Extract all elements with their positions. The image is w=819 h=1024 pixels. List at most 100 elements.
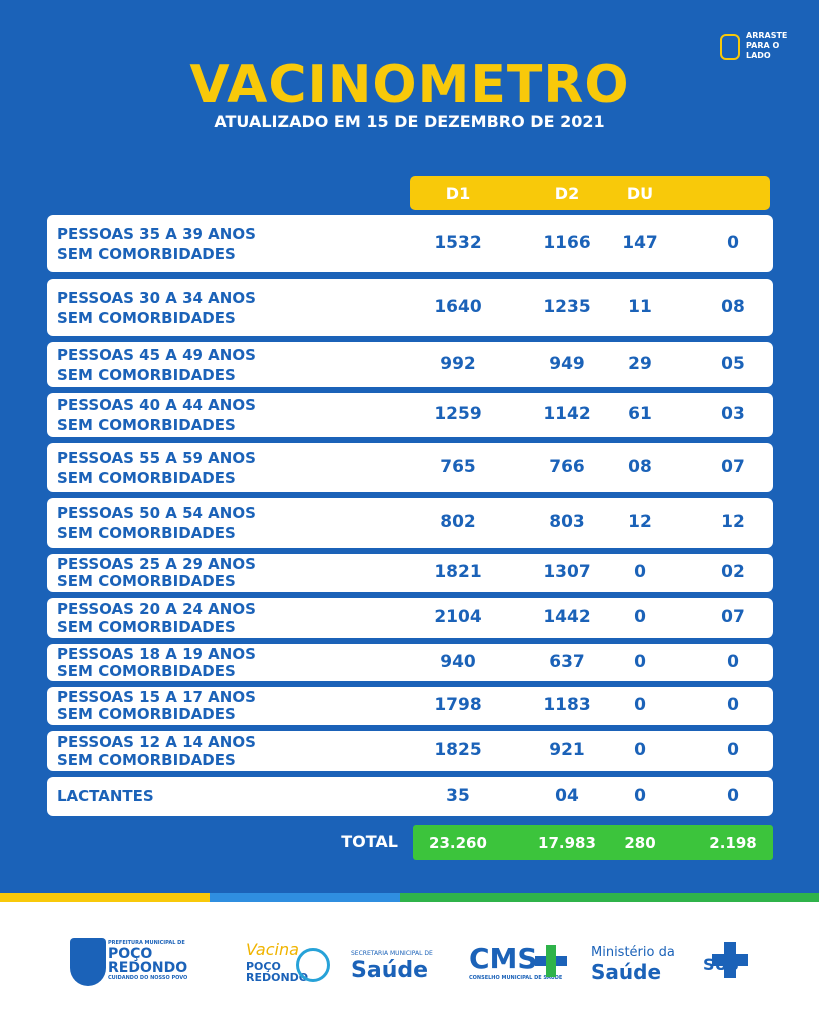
cell-value: 12 [721,512,745,532]
row-label: PESSOAS 50 A 54 ANOS [57,504,256,522]
row-box [47,498,773,548]
cell-value: 11 [628,296,652,317]
logo-heart [296,948,330,982]
logo-cross [535,945,567,977]
row-label: PESSOAS 15 A 17 ANOS [57,687,256,706]
cell-value: 1442 [543,607,591,627]
row-label: SEM COMORBIDADES [57,524,236,542]
header-bar [410,176,770,210]
cell-value: 0 [727,651,739,672]
logo-text: Ministério da [591,945,675,960]
cell-value: 803 [549,512,585,532]
cell-value: 1166 [543,232,591,253]
cell-value: 05 [721,353,745,374]
cell-value: 0 [634,740,646,760]
stripe [400,893,819,902]
logo-text: Saúde [351,958,429,983]
cell-value: 0 [634,785,646,806]
row-label: LACTANTES [57,786,154,805]
swipe-hint: ARRASTE [746,31,788,40]
swipe-hint: LADO [746,51,771,60]
logo-text: Vacina [246,940,299,959]
row-box [47,393,773,437]
cell-value: 1307 [543,562,591,582]
logo-text: CMS [469,942,538,975]
column-header: D2 [554,184,580,203]
logo-text: POÇO [246,960,281,973]
cell-value: 0 [727,740,739,760]
logo-text: REDONDO [108,960,188,976]
footer [0,902,819,1024]
cell-value: 0 [727,785,739,806]
cell-value: 1825 [434,740,482,760]
row-label: SEM COMORBIDADES [57,308,236,327]
cell-value: 08 [628,456,652,477]
cell-value: 29 [628,353,652,374]
cell-value: 02 [721,562,745,582]
cell-value: 1235 [543,296,591,317]
cell-value: 0 [634,562,646,582]
cell-value: 1798 [434,695,482,715]
cell-value: 1142 [543,404,591,424]
logo-text: CUIDANDO DO NOSSO POVO [108,975,188,981]
cell-value: 992 [440,353,476,374]
cell-value: 949 [549,353,585,374]
logo-text: REDONDO [246,971,309,984]
row-label: PESSOAS 40 A 44 ANOS [57,396,256,414]
row-box [47,687,773,725]
column-header: D1 [445,184,471,203]
row-label: PESSOAS 18 A 19 ANOS [57,644,256,663]
title: VACINOMETRO [189,55,630,115]
cell-value: 765 [440,456,476,477]
row-label: PESSOAS 20 A 24 ANOS [57,599,256,618]
row-label: PESSOAS 30 A 34 ANOS [57,288,256,307]
cell-value: 07 [721,607,745,627]
cell-value: 07 [721,456,745,477]
cell-value: 0 [634,695,646,715]
row-label: PESSOAS 55 A 59 ANOS [57,448,256,467]
row-box [47,777,773,816]
row-label: PESSOAS 12 A 14 ANOS [57,732,256,751]
cell-value: 921 [549,740,585,760]
row-label: SEM COMORBIDADES [57,365,236,384]
row-box [47,554,773,592]
stripe [0,893,210,902]
logo-shield [70,938,106,986]
logo-text: Saúde [591,960,662,984]
total-value: 2.198 [709,834,757,852]
row-box [47,215,773,272]
cell-value: 1259 [434,404,482,424]
row-label: PESSOAS 45 A 49 ANOS [57,345,256,364]
cell-value: 12 [628,512,652,532]
cell-value: 1183 [543,695,591,715]
cell-value: 802 [440,512,476,532]
row-label: SEM COMORBIDADES [57,751,236,769]
row-label: SEM COMORBIDADES [57,661,236,680]
cell-value: 147 [622,232,658,253]
cell-value: 61 [628,404,652,424]
cell-value: 0 [727,232,739,253]
subtitle: ATUALIZADO EM 15 DE DEZEMBRO DE 2021 [214,112,605,131]
cell-value: 0 [727,695,739,715]
total-value: 23.260 [429,834,487,852]
cell-value: 766 [549,456,585,477]
logo-cross [712,942,748,978]
cell-value: 1532 [434,232,482,253]
row-box [47,598,773,638]
row-label: SEM COMORBIDADES [57,416,236,434]
total-value: 280 [624,834,656,852]
total-value: 17.983 [538,834,596,852]
row-box [47,443,773,492]
row-box [47,731,773,771]
cell-value: 1821 [434,562,482,582]
row-label: SEM COMORBIDADES [57,572,236,590]
cell-value: 08 [721,296,745,317]
column-header: DU [626,184,654,203]
row-label: SEM COMORBIDADES [57,244,236,263]
row-label: PESSOAS 35 A 39 ANOS [57,224,256,243]
stripe [210,893,400,902]
swipe-hint: PARA O [746,41,780,50]
row-box [47,644,773,681]
cell-value: 35 [446,785,470,806]
